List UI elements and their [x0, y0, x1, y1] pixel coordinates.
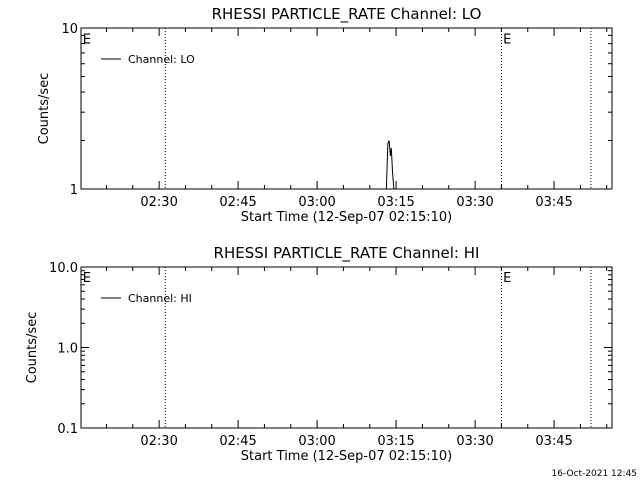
- plot-frame: [80, 27, 613, 190]
- y-tick-label: 1: [70, 183, 78, 198]
- x-tick-label: 03:45: [535, 434, 572, 449]
- annotation-e: E: [83, 271, 91, 286]
- annotation-e: E: [503, 33, 511, 48]
- x-tick-label: 03:00: [298, 195, 335, 210]
- chart-title: RHESSI PARTICLE_RATE Channel: LO: [212, 5, 482, 24]
- chart-title: RHESSI PARTICLE_RATE Channel: HI: [214, 244, 480, 263]
- y-tick-label: 10.0: [49, 261, 78, 276]
- footer-timestamp: 16-Oct-2021 12:45: [552, 469, 637, 479]
- x-tick-label: 03:15: [377, 195, 414, 210]
- lo-channel-panel: RHESSI PARTICLE_RATE Channel: LO 02:30 02:…: [37, 5, 613, 225]
- x-tick-label: 02:45: [219, 434, 256, 449]
- x-tick-label: 03:00: [298, 434, 335, 449]
- y-axis-label: Counts/sec: [37, 73, 52, 145]
- legend-entry: Channel: LO: [128, 53, 195, 66]
- x-tick-label: 03:45: [535, 195, 572, 210]
- x-tick-label: 02:45: [219, 195, 256, 210]
- series-line: [385, 140, 396, 190]
- y-tick-label: 1.0: [57, 342, 78, 357]
- x-tick-label: 02:30: [140, 434, 177, 449]
- annotation-e: E: [503, 271, 511, 286]
- x-tick-label: 03:30: [456, 195, 493, 210]
- x-axis-label: Start Time (12-Sep-07 02:15:10): [241, 210, 452, 225]
- annotation-e: E: [83, 33, 91, 48]
- x-tick-label: 03:15: [377, 434, 414, 449]
- legend-entry: Channel: HI: [128, 292, 192, 305]
- x-tick-label: 03:30: [456, 434, 493, 449]
- y-tick-label: 0.1: [57, 422, 78, 437]
- y-axis-label: Counts/sec: [25, 312, 40, 384]
- x-axis-label: Start Time (12-Sep-07 02:15:10): [241, 449, 452, 464]
- y-tick-label: 10: [61, 22, 78, 37]
- x-tick-label: 02:30: [140, 195, 177, 210]
- hi-channel-panel: RHESSI PARTICLE_RATE Channel: HI 02:30 02:…: [25, 244, 613, 464]
